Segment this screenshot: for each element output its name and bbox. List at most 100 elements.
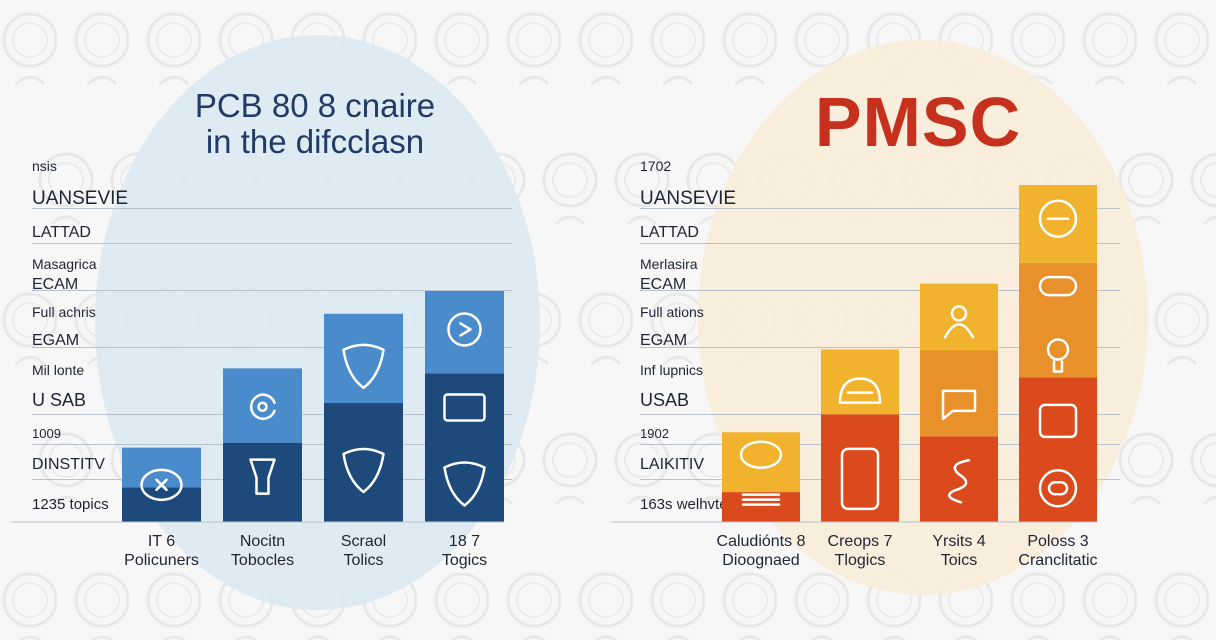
title-line-1: PCB 80 8 cnaire [194,87,436,124]
bar-segment [1019,184,1097,263]
watermark-emblem [614,152,670,226]
laptop-icon [443,393,486,422]
watermark-emblem [722,572,778,640]
watermark-emblem [74,572,130,640]
watermark-emblem [1154,572,1210,640]
row-label: Full achris [32,304,96,320]
bar-chart-left [12,290,504,523]
row-label: EGAM [640,332,688,349]
watermark-emblem [2,572,58,640]
x-tick-label: Poloss 3 Cranclitatic [1018,533,1098,569]
watermark-emblem [1082,12,1138,86]
row-label: UANSEVIE [32,188,129,209]
left-chart-panel: PCB 80 8 cnaire in the difcclasn nsis UAN… [0,35,608,610]
watermark-emblem [506,572,562,640]
title-line-1: PMSC [814,83,1022,161]
x-axis-labels: IT 6 Policuners Nocitn Tobocles Scraol Tolics… [0,532,608,582]
row-label: Masagrica [32,256,97,272]
watermark-emblem [650,572,706,640]
shield-icon [342,343,385,390]
chart-title: PMSC [768,82,1068,162]
eye-icon [739,440,783,469]
pill-icon [1038,275,1078,297]
bar-segment [920,350,998,437]
toggle-icon [1038,199,1078,238]
grid-rule [32,290,512,291]
watermark-emblem [722,12,778,86]
watermark-emblem [1082,572,1138,640]
person-icon [943,305,975,339]
x-tick-label: IT 6 Policuners [124,533,199,569]
watermark-emblem [146,572,202,640]
lightbulb-icon [249,458,276,495]
car-icon [838,377,882,404]
watermark-emblem [578,572,634,640]
row-label: U SAB [32,390,87,410]
watermark-emblem [38,432,94,506]
shield-icon [443,461,486,507]
watermark-emblem [794,572,850,640]
title-line-2: in the difcclasn [205,123,425,160]
row-label: Mil lonte [32,362,85,378]
play-icon [447,312,482,347]
grid-rule [32,347,512,348]
watermark-emblem [1154,12,1210,86]
grid-rule [640,243,1120,244]
row-label: 163s welhvte [640,496,728,513]
bar-segment [122,487,201,522]
watermark-emblem [578,292,634,366]
x-tick-label: Yrsits 4 Toics [932,533,986,569]
right-chart-panel: PMSC 1702 UANSEVIE LATTAD Merlasira ECAM Full… [608,0,1216,640]
bar-chart-right [612,184,1097,523]
bulb-icon [1046,338,1070,373]
bar-segment [223,442,302,522]
watermark-emblem [1190,432,1216,506]
bar-segment [1019,377,1097,522]
grid-rule [32,208,512,209]
watermark-emblem [506,12,562,86]
row-label: Inf lupnics [640,362,704,378]
grid-rule [640,208,1120,209]
row-label: Merlasira [640,256,698,272]
x-tick-label: 18 7 Togics [441,533,488,569]
watermark-emblem [542,152,598,226]
watermark-emblem [434,572,490,640]
watermark-emblem [650,292,706,366]
bar-segment [324,403,403,522]
row-label: USAB [640,390,690,410]
row-label: LATTAD [32,224,91,241]
row-label: 1009 [32,426,61,441]
watermark-emblem [614,432,670,506]
x-tick-label: Nocitn Tobocles [230,533,295,569]
watermark-emblem [1118,432,1174,506]
refresh-icon [249,393,276,420]
row-label: ECAM [32,276,79,293]
bar-segment [122,447,201,488]
scroll-icon [741,493,781,506]
watermark-emblem [74,12,130,86]
x-tick-label: Creops 7 Tlogics [827,533,893,569]
row-label: nsis [32,158,57,174]
watermark-emblem [146,12,202,86]
shield-icon [342,447,385,494]
row-label: DINSTITV [32,456,105,473]
row-label: Full ations [640,304,704,320]
watermark-emblem [2,12,58,86]
watermark-emblem [434,12,490,86]
chart-title: PCB 80 8 cnaire in the difcclasn [150,88,480,160]
row-label: 1702 [640,158,672,174]
bar-segment [920,436,998,522]
watermark-emblem [1010,572,1066,640]
row-label: UANSEVIE [640,188,737,209]
watermark-emblem [2,292,58,366]
grid-rule [32,243,512,244]
x-axis-labels: Caludiónts 8 Dioognaed Creops 7 Tlogics Yrsi… [608,532,1216,582]
watermark-emblem [542,432,598,506]
tablet-icon [1038,403,1078,439]
chat-icon [941,389,977,421]
row-label: EGAM [32,332,80,349]
grid-rule [640,290,1120,291]
bar-segment [223,368,302,443]
grid-rule [640,347,1120,348]
circle-icon [1038,469,1078,508]
